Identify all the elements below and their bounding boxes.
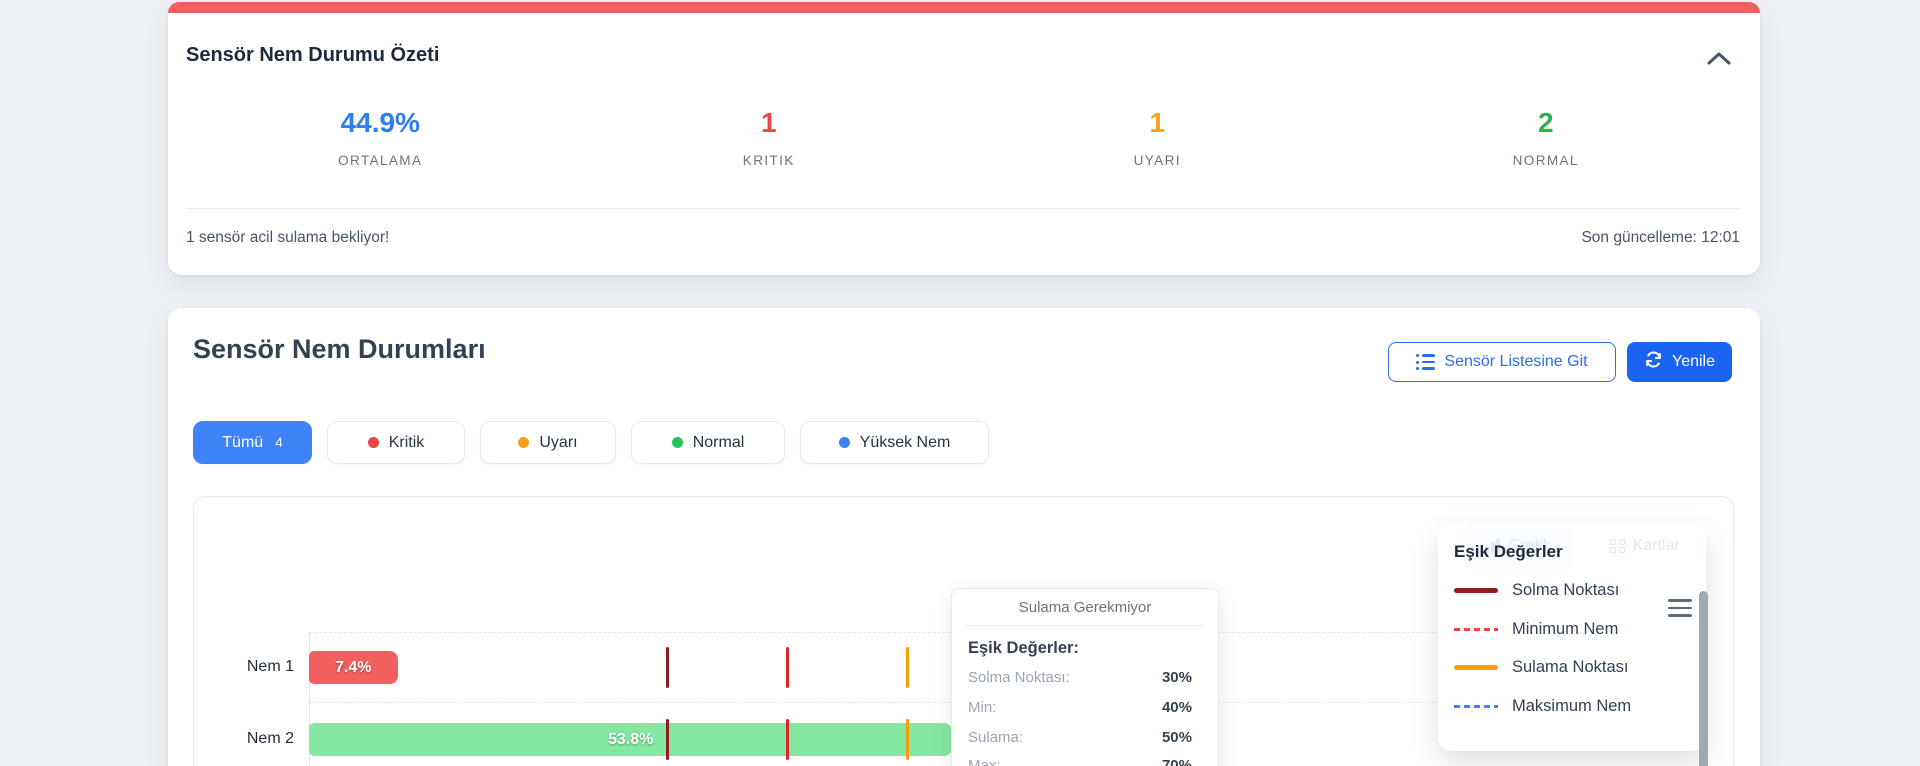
tooltip-label: Min: [968,699,997,716]
legend-title: Eşik Değerler [1454,542,1563,561]
tooltip-title: Sulama Gerekmiyor [1018,599,1152,616]
tooltip-label: Solma Noktası: [968,669,1070,686]
menu-icon[interactable] [1668,599,1692,617]
chart-panel: Grafik Kartlar Nem 17.4%Nem 253.8% Sulam… [193,496,1734,766]
list-icon [1416,354,1436,370]
stat-average-label: ORTALAMA [338,152,423,168]
stat-warning: 1 UYARI [963,100,1352,192]
filter-warning-label: Uyarı [539,433,578,451]
legend-label: Solma Noktası [1512,580,1620,599]
go-to-sensor-list-button[interactable]: Sensör Listesine Git [1388,342,1616,382]
stat-critical-value: 1 [760,107,777,138]
legend-item-wilting-point: Solma Noktası [1454,578,1619,602]
legend-item-irrigation: Sulama Noktası [1454,655,1628,679]
stat-critical-label: KRITIK [742,152,795,168]
stat-normal-value: 2 [1537,107,1554,138]
stat-normal-label: NORMAL [1512,152,1579,168]
normal-dot-icon [671,437,683,448]
tooltip-row: Solma Noktası: 30% [968,669,1192,686]
threshold-legend-panel: Eşik Değerler Solma Noktası Minimum Nem … [1438,523,1706,751]
legend-label: Maksimum Nem [1512,696,1632,715]
go-to-sensor-list-label: Sensör Listesine Git [1444,353,1588,370]
filter-normal[interactable]: Normal [631,421,785,464]
filter-all[interactable]: Tümü 4 [193,421,312,464]
warning-dot-icon [518,437,530,448]
tooltip-value: 50% [1161,729,1192,746]
sulama_noktasi-tick [905,647,909,688]
stat-critical: 1 KRITIK [575,100,964,192]
tooltip-section-title: Eşik Değerler: [968,639,1079,657]
summary-card: Sensör Nem Durumu Özeti 44.9% ORTALAMA 1… [168,2,1760,275]
row-label: Nem 2 [246,730,294,747]
legend-label: Sulama Noktası [1512,657,1629,676]
summary-divider [186,208,1740,209]
filter-high-humidity[interactable]: Yüksek Nem [800,421,989,464]
humidity-bar[interactable]: 53.8% [309,723,953,756]
tooltip-value: 70% [1161,757,1192,766]
tooltip-row: Min: 40% [968,699,1192,716]
refresh-label: Yenile [1671,353,1715,370]
legend-item-minimum: Minimum Nem [1454,617,1618,641]
tooltip-label: Max: [968,757,1001,766]
tooltip-value: 40% [1161,699,1192,716]
refresh-icon [1644,350,1663,374]
legend-item-maximum: Maksimum Nem [1454,694,1631,718]
tooltip-row: Max: 70% [968,757,1192,766]
chart-tooltip: Sulama Gerekmiyor Eşik Değerler: Solma N… [951,588,1219,766]
gridline [309,702,1505,703]
stat-warning-label: UYARI [1133,152,1181,168]
filter-critical-label: Kritik [388,433,425,451]
stat-warning-value: 1 [1149,107,1166,138]
alert-text: 1 sensör acil sulama bekliyor! [186,229,390,246]
high-humidity-dot-icon [838,437,850,448]
stat-normal: 2 NORMAL [1352,100,1741,192]
bar-value-label: 53.8% [608,730,654,748]
critical-dot-icon [367,437,379,448]
solma_noktasi-tick [666,647,670,688]
wilting-point-line-icon [1454,587,1498,593]
collapse-button[interactable] [1702,46,1736,74]
filter-high-humidity-label: Yüksek Nem [859,433,951,451]
filter-warning[interactable]: Uyarı [480,421,616,464]
filter-all-label: Tümü [222,433,264,451]
maximum-humidity-line-icon [1454,704,1498,708]
tooltip-divider [966,625,1204,626]
sensors-title: Sensör Nem Durumları [193,334,486,364]
chevron-up-icon [1706,51,1732,69]
minimum-humidity-line-icon [1454,627,1498,631]
tooltip-value: 30% [1161,669,1192,686]
last-update-text: Son güncelleme: 12:01 [1581,229,1740,246]
sensors-card: Sensör Nem Durumları Sensör Listesine Gi… [168,308,1760,766]
summary-footer: 1 sensör acil sulama bekliyor! Son günce… [186,218,1740,258]
solma_noktasi-tick [666,719,670,760]
bar-value-label: 7.4% [335,658,372,676]
tooltip-row: Sulama: 50% [968,729,1192,746]
summary-stats: 44.9% ORTALAMA 1 KRITIK 1 UYARI 2 NORMAL [186,100,1740,192]
filter-normal-label: Normal [692,433,745,451]
irrigation-point-line-icon [1454,664,1498,670]
filter-all-count: 4 [275,435,283,450]
minimum_nem-tick [785,719,789,760]
filter-critical[interactable]: Kritik [327,421,465,464]
chart-scrollbar-thumb[interactable] [1699,591,1708,766]
humidity-bar[interactable]: 7.4% [309,651,398,684]
minimum_nem-tick [785,647,789,688]
legend-label: Minimum Nem [1512,619,1619,638]
row-label: Nem 1 [246,658,294,675]
stat-average-value: 44.9% [340,107,420,138]
tooltip-label: Sulama: [968,729,1024,746]
refresh-button[interactable]: Yenile [1627,342,1732,382]
sulama_noktasi-tick [905,719,909,760]
gridline [309,632,1505,633]
summary-title: Sensör Nem Durumu Özeti [186,44,440,66]
stat-average: 44.9% ORTALAMA [186,100,575,192]
summary-accent-strip [168,2,1760,13]
y-axis-line [309,632,310,766]
